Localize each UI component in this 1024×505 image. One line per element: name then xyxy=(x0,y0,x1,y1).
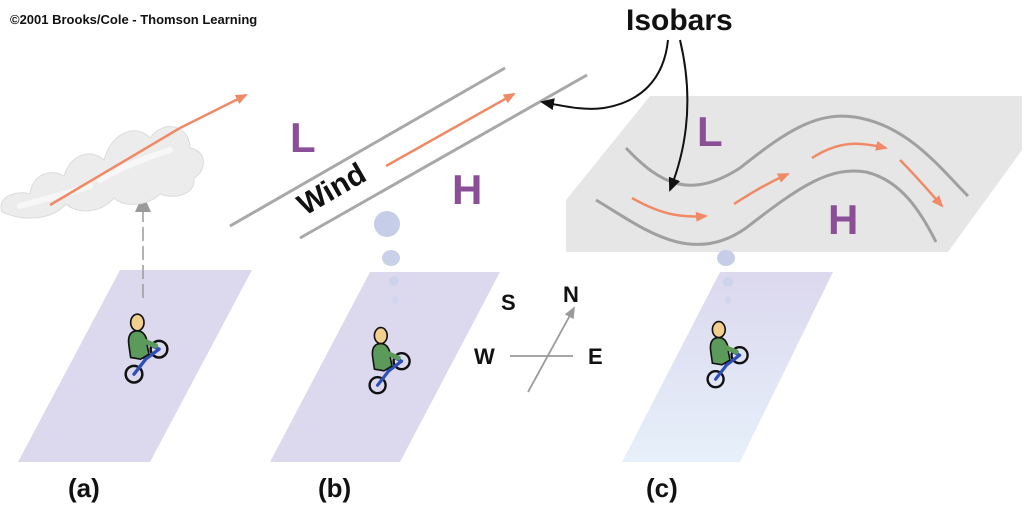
compass-north-arrow xyxy=(527,306,575,393)
isobar-line-upper xyxy=(229,66,506,228)
cloud-icon xyxy=(0,126,204,219)
panel-label-b: (b) xyxy=(318,473,351,503)
high-pressure-label-c: H xyxy=(828,196,858,243)
isobars-callout: Isobars xyxy=(540,4,733,192)
high-pressure-label-b: H xyxy=(452,166,482,213)
wind-arrow-c-2 xyxy=(733,172,790,206)
isobar-line-lower xyxy=(299,73,588,240)
compass-west: W xyxy=(474,344,495,369)
ground-plane-c xyxy=(622,272,833,462)
panel-a: (a) xyxy=(0,93,252,503)
compass-north: N xyxy=(563,282,579,307)
wind-arrow-head-a xyxy=(179,93,248,130)
copyright-text: ©2001 Brooks/Cole - Thomson Learning xyxy=(10,12,257,27)
compass-south: S xyxy=(501,290,516,315)
wind-arrow-c-4 xyxy=(899,159,944,208)
compass-east: E xyxy=(588,344,603,369)
wind-arrow-c-3 xyxy=(811,140,888,160)
low-pressure-label-c: L xyxy=(697,108,723,155)
panel-c: L H (c) xyxy=(566,96,1022,503)
panel-b: Wind L H (b) xyxy=(229,66,588,503)
wind-arrow-b xyxy=(385,92,516,168)
wind-arrow-icon xyxy=(49,126,181,207)
isobars-label: Isobars xyxy=(626,4,733,37)
isobars-pointer-left xyxy=(540,39,669,111)
balloon-icon xyxy=(717,250,735,304)
balloon-icon xyxy=(374,211,400,304)
panel-label-a: (a) xyxy=(68,473,100,503)
isobars-pointer-right xyxy=(668,39,689,192)
wind-arrow-c-1 xyxy=(631,196,708,222)
isobar-curve-lower xyxy=(595,169,938,246)
panel-label-c: (c) xyxy=(646,473,678,503)
upper-plane-c xyxy=(566,96,1022,252)
compass-icon: N S E W xyxy=(474,282,603,393)
low-pressure-label-b: L xyxy=(290,114,316,161)
